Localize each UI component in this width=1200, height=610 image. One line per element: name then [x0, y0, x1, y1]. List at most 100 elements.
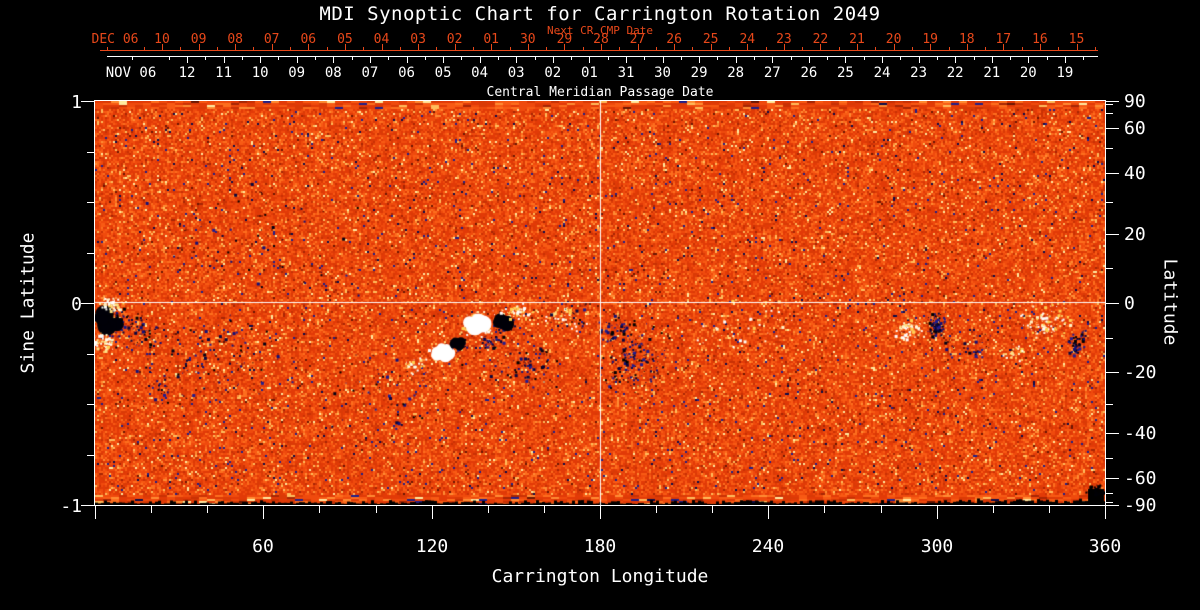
- next-cr-tick-label: 01: [483, 32, 500, 47]
- cmp-tick: [772, 57, 774, 63]
- sine-latitude-tick: [81, 101, 94, 102]
- next-cr-tick: [162, 44, 163, 50]
- magnetogram-heatmap: [95, 101, 1105, 505]
- cmp-tick: [369, 57, 371, 63]
- next-cr-tick: [198, 44, 200, 50]
- cmp-tick-label: 04: [471, 65, 489, 81]
- next-cr-tick: [564, 44, 566, 50]
- next-cr-minor-tick: [1094, 47, 1096, 50]
- cmp-minor-tick: [241, 57, 243, 60]
- latitude-tick: [1106, 148, 1113, 149]
- cmp-minor-tick: [607, 57, 609, 60]
- cmp-tick: [187, 57, 188, 63]
- next-cr-tick: [783, 44, 785, 50]
- longitude-tick: [151, 506, 152, 513]
- latitude-tick-label: -20: [1124, 362, 1157, 383]
- next-cr-minor-tick: [436, 47, 438, 50]
- latitude-tick: [1106, 372, 1119, 373]
- cmp-minor-tick: [1010, 57, 1011, 60]
- latitude-tick: [1106, 303, 1119, 304]
- next-cr-tick: [710, 44, 712, 50]
- latitude-tick-label: -40: [1124, 423, 1157, 444]
- longitude-tick: [1105, 506, 1106, 519]
- cmp-minor-tick: [278, 57, 280, 60]
- cmp-tick-label: 21: [983, 65, 1001, 81]
- latitude-tick: [1106, 128, 1119, 129]
- cmp-minor-tick: [973, 57, 975, 60]
- next-cr-tick-label: 22: [812, 32, 829, 47]
- cmp-minor-tick: [424, 57, 426, 60]
- cmp-minor-tick: [388, 57, 390, 60]
- x-axis-title: Carrington Longitude: [491, 566, 709, 587]
- next-cr-minor-tick: [838, 47, 840, 50]
- cmp-tick: [662, 57, 664, 63]
- cmp-tick: [333, 57, 335, 63]
- next-cr-tick: [966, 44, 968, 50]
- next-cr-tick: [820, 44, 822, 50]
- cmp-minor-tick: [900, 57, 902, 60]
- cmp-tick-label: 05: [434, 65, 452, 81]
- y-axis-right-title: Latitude: [1159, 258, 1181, 346]
- longitude-tick: [824, 506, 825, 513]
- next-cr-tick-label: 08: [227, 32, 244, 47]
- next-cr-tick: [454, 44, 456, 50]
- latitude-tick: [1106, 404, 1113, 405]
- latitude-tick: [1106, 113, 1113, 114]
- cmp-minor-tick: [132, 57, 134, 60]
- next-cr-tick-label: 04: [373, 32, 390, 47]
- next-cr-minor-tick: [472, 47, 474, 50]
- latitude-tick-label: -60: [1124, 468, 1157, 489]
- latitude-tick: [1106, 458, 1113, 459]
- longitude-tick-label: 120: [415, 536, 449, 557]
- next-cr-minor-tick: [802, 47, 804, 50]
- next-cr-minor-tick: [1058, 47, 1060, 50]
- cmp-tick-label: 06: [398, 65, 415, 81]
- next-cr-minor-tick: [180, 47, 182, 50]
- next-cr-minor-tick: [363, 47, 365, 50]
- cmp-tick-label: 11: [215, 65, 233, 81]
- cmp-tick-label: 27: [763, 65, 781, 81]
- cmp-tick-label: 09: [288, 65, 306, 81]
- cmp-tick-label: 10: [251, 65, 269, 81]
- next-cr-tick-label: 03: [410, 32, 426, 47]
- next-cr-tick: [271, 44, 273, 50]
- next-cr-tick-label: 02: [446, 32, 463, 47]
- latitude-tick-label: -90: [1124, 495, 1157, 516]
- next-cr-minor-tick: [1021, 47, 1023, 50]
- next-cr-tick: [381, 44, 383, 50]
- cmp-minor-tick: [680, 57, 682, 60]
- cmp-tick-label: 28: [727, 65, 745, 81]
- sine-latitude-tick-label: -1: [60, 496, 82, 517]
- latitude-tick-label: 60: [1124, 118, 1146, 139]
- cmp-tick-label: 22: [946, 65, 964, 81]
- next-cr-minor-tick: [253, 47, 255, 50]
- next-cr-tick-label: 17: [995, 32, 1012, 47]
- cmp-tick-label: 23: [910, 65, 928, 81]
- cmp-minor-tick: [1046, 57, 1048, 60]
- cmp-tick: [516, 57, 518, 63]
- cmp-tick-label: 01: [580, 65, 598, 81]
- next-cr-minor-tick: [948, 47, 950, 50]
- longitude-tick-label: 60: [252, 536, 274, 557]
- next-cr-minor-tick: [985, 47, 986, 50]
- next-cr-tick-label: 10: [154, 32, 170, 47]
- next-cr-tick: [601, 44, 602, 50]
- longitude-tick: [544, 506, 545, 513]
- next-cr-minor-tick: [143, 47, 145, 50]
- next-cr-tick: [1076, 44, 1078, 50]
- next-cr-tick-label: 06: [300, 32, 317, 47]
- sine-latitude-tick: [87, 202, 94, 203]
- cmp-tick-label: 31: [617, 65, 635, 81]
- latitude-tick: [1106, 505, 1119, 506]
- next-cr-minor-tick: [290, 47, 291, 50]
- next-cr-minor-tick: [509, 47, 511, 50]
- longitude-tick: [207, 506, 208, 513]
- longitude-tick: [937, 506, 938, 519]
- next-cr-tick: [637, 44, 639, 50]
- sine-latitude-tick: [87, 404, 94, 405]
- longitude-tick: [712, 506, 713, 513]
- latitude-tick-label: 90: [1124, 91, 1146, 112]
- cmp-tick-label: 19: [1056, 65, 1074, 81]
- next-cr-tick-label: 15: [1068, 32, 1085, 47]
